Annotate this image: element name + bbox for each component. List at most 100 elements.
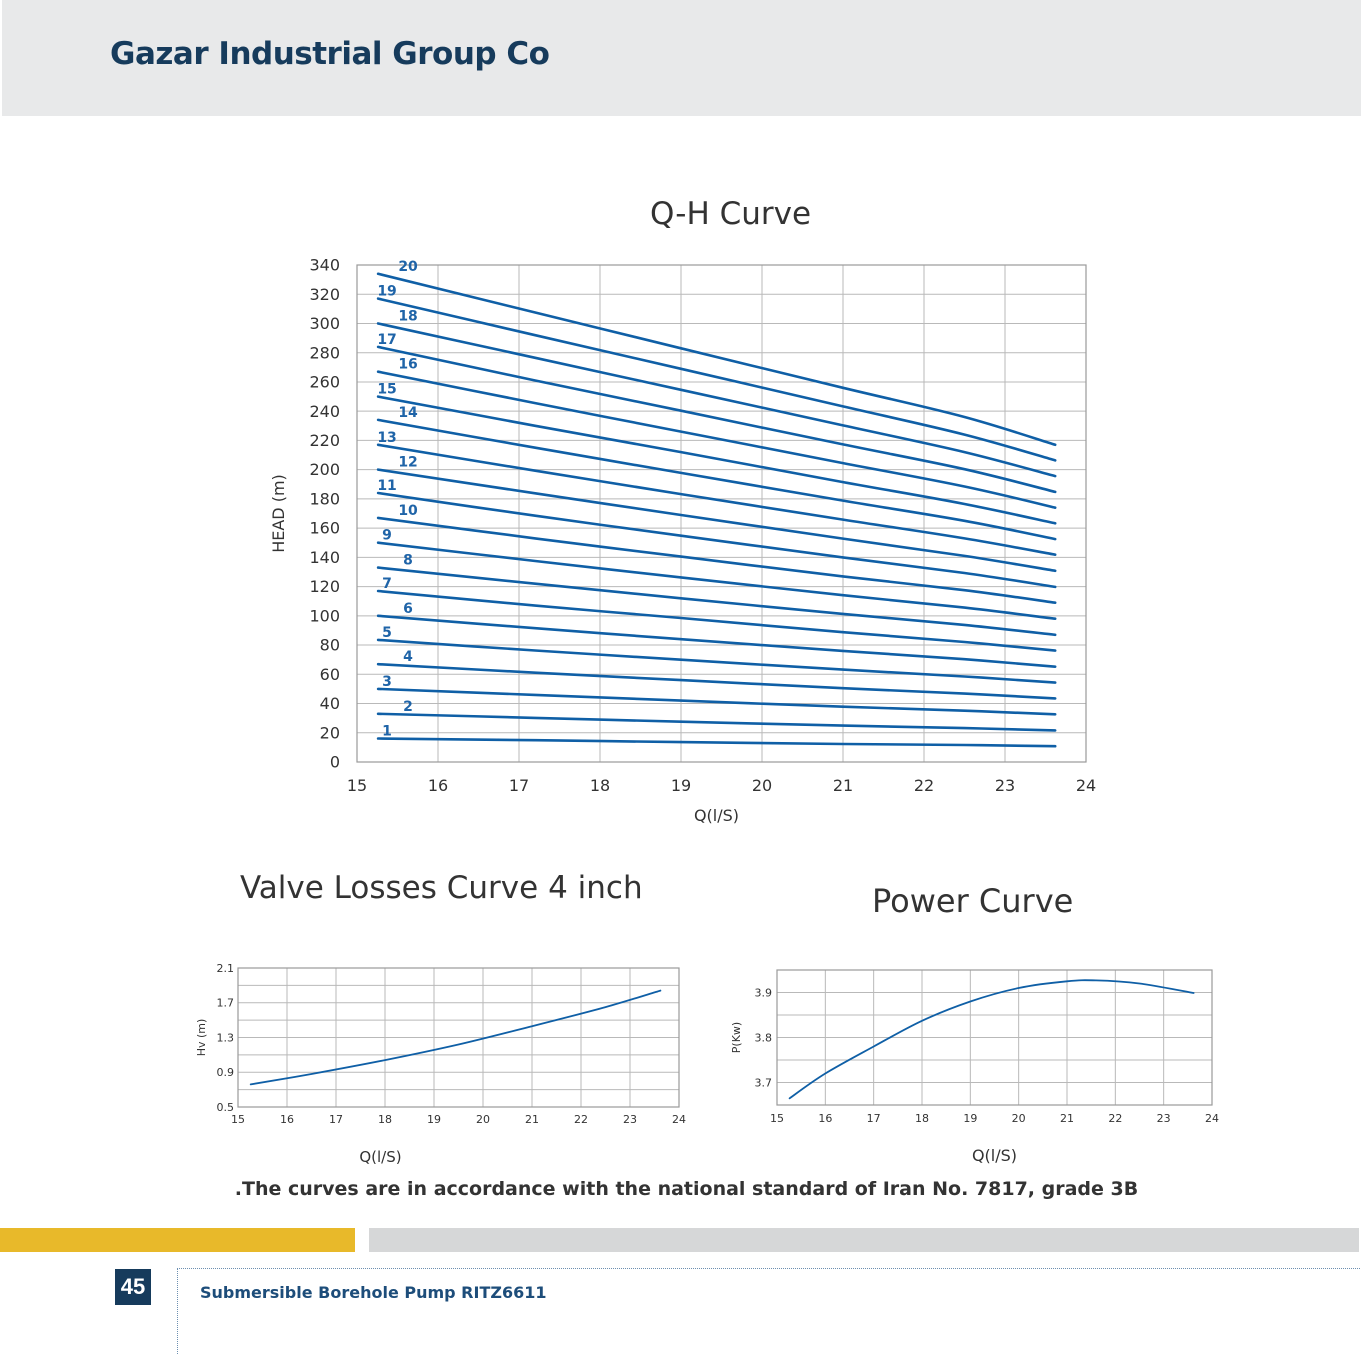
- power-ytick-label: 3.9: [755, 986, 773, 999]
- qh-series-label: 16: [398, 357, 417, 373]
- valve-xtick-label: 17: [329, 1113, 343, 1126]
- qh-series-label: 17: [377, 332, 396, 348]
- qh-series-label: 7: [382, 576, 392, 592]
- power-xtick-label: 23: [1157, 1112, 1171, 1125]
- qh-plot-frame: [356, 264, 1087, 763]
- qh-series-line: [376, 712, 1057, 732]
- power-xtick-label: 22: [1108, 1112, 1122, 1125]
- footer-divider-vertical: [177, 1268, 178, 1354]
- qh-series-label: 11: [377, 478, 396, 494]
- valve-xtick-label: 18: [378, 1113, 392, 1126]
- qh-series-label: 10: [398, 503, 418, 519]
- valve-series-line: [249, 989, 662, 1086]
- qh-ytick-label: 160: [309, 519, 340, 538]
- qh-ytick-label: 240: [309, 402, 340, 421]
- qh-series-line: [376, 443, 1057, 556]
- qh-series-line: [376, 638, 1057, 684]
- power-xtick-label: 16: [818, 1112, 832, 1125]
- qh-series-label: 13: [377, 430, 396, 446]
- qh-ytick-label: 300: [309, 314, 340, 333]
- qh-series-label: 5: [382, 625, 392, 641]
- qh-series-label: 18: [398, 308, 417, 324]
- qh-series-line: [376, 541, 1057, 620]
- power-series-line: [788, 979, 1195, 1100]
- qh-series-line: [376, 566, 1057, 637]
- valve-x-axis-label: Q(l/S): [359, 1148, 401, 1166]
- valve-ytick-label: 0.9: [217, 1066, 235, 1079]
- footnote: .The curves are in accordance with the n…: [0, 1178, 1361, 1200]
- qh-ytick-label: 200: [309, 460, 340, 479]
- qh-ytick-label: 320: [309, 285, 340, 304]
- qh-series-label: 14: [398, 405, 418, 421]
- qh-ytick-label: 60: [320, 665, 340, 684]
- qh-ytick-label: 40: [320, 694, 340, 713]
- qh-series-line: [376, 737, 1057, 748]
- qh-xtick-label: 20: [752, 776, 772, 795]
- qh-xtick-label: 22: [914, 776, 934, 795]
- qh-ytick-label: 80: [320, 636, 340, 655]
- valve-xtick-label: 21: [525, 1113, 539, 1126]
- qh-series-line: [376, 395, 1057, 525]
- power-plot-frame: [776, 969, 1213, 1106]
- qh-ytick-label: 340: [309, 256, 340, 275]
- qh-xtick-label: 18: [590, 776, 610, 795]
- qh-ytick-label: 260: [309, 373, 340, 392]
- footer-gray-bar: [369, 1228, 1359, 1252]
- qh-xtick-label: 21: [833, 776, 853, 795]
- qh-series-line: [376, 468, 1057, 573]
- qh-series-line: [376, 370, 1057, 509]
- power-xtick-label: 20: [1012, 1112, 1026, 1125]
- power-xtick-label: 19: [963, 1112, 977, 1125]
- qh-series-label: 1: [382, 723, 392, 739]
- valve-xtick-label: 15: [231, 1113, 245, 1126]
- company-name: Gazar Industrial Group Co: [110, 36, 550, 72]
- valve-xtick-label: 24: [672, 1113, 686, 1126]
- qh-series-line: [376, 589, 1057, 652]
- valve-ytick-label: 1.7: [217, 997, 235, 1010]
- qh-series-label: 8: [403, 553, 413, 569]
- footer-yellow-bar: [0, 1228, 355, 1252]
- valve-xtick-label: 22: [574, 1113, 588, 1126]
- qh-xtick-label: 15: [347, 776, 367, 795]
- qh-series-line: [376, 322, 1057, 478]
- valve-ytick-label: 2.1: [217, 962, 235, 975]
- qh-xtick-label: 17: [509, 776, 529, 795]
- qh-series-line: [376, 272, 1057, 447]
- qh-chart-title: Q-H Curve: [650, 196, 812, 232]
- qh-series-line: [376, 687, 1057, 716]
- valve-ytick-label: 1.3: [217, 1031, 235, 1044]
- qh-ytick-label: 280: [309, 343, 340, 362]
- power-ytick-label: 3.7: [755, 1076, 773, 1089]
- qh-series-line: [376, 297, 1057, 462]
- footer-product-name: Submersible Borehole Pump RITZ6611: [200, 1283, 547, 1302]
- qh-series-label: 12: [398, 455, 417, 471]
- valve-xtick-label: 20: [476, 1113, 490, 1126]
- valve-xtick-label: 16: [280, 1113, 294, 1126]
- valve-plot-frame: [237, 967, 680, 1108]
- qh-ytick-label: 120: [309, 577, 340, 596]
- valve-xtick-label: 19: [427, 1113, 441, 1126]
- qh-ytick-label: 20: [320, 723, 340, 742]
- qh-series-label: 15: [377, 382, 396, 398]
- power-xtick-label: 15: [770, 1112, 784, 1125]
- qh-series-label: 9: [382, 528, 392, 544]
- qh-series-line: [376, 491, 1057, 589]
- page-number: 45: [115, 1269, 151, 1305]
- qh-ytick-label: 180: [309, 489, 340, 508]
- valve-xtick-label: 23: [623, 1113, 637, 1126]
- qh-xtick-label: 23: [995, 776, 1015, 795]
- valve-chart-title: Valve Losses Curve 4 inch: [240, 870, 643, 906]
- qh-series-label: 4: [403, 649, 413, 665]
- qh-xtick-label: 19: [671, 776, 691, 795]
- qh-series-line: [376, 614, 1057, 668]
- header-band: [2, 0, 1361, 116]
- qh-x-axis-label: Q(l/S): [694, 806, 739, 825]
- qh-ytick-label: 140: [309, 548, 340, 567]
- qh-series-label: 19: [377, 284, 396, 300]
- power-xtick-label: 17: [867, 1112, 881, 1125]
- footnote-text: .The curves are in accordance with the n…: [234, 1178, 1139, 1200]
- power-xtick-label: 18: [915, 1112, 929, 1125]
- qh-series-line: [376, 345, 1057, 494]
- power-ytick-label: 3.8: [755, 1031, 773, 1044]
